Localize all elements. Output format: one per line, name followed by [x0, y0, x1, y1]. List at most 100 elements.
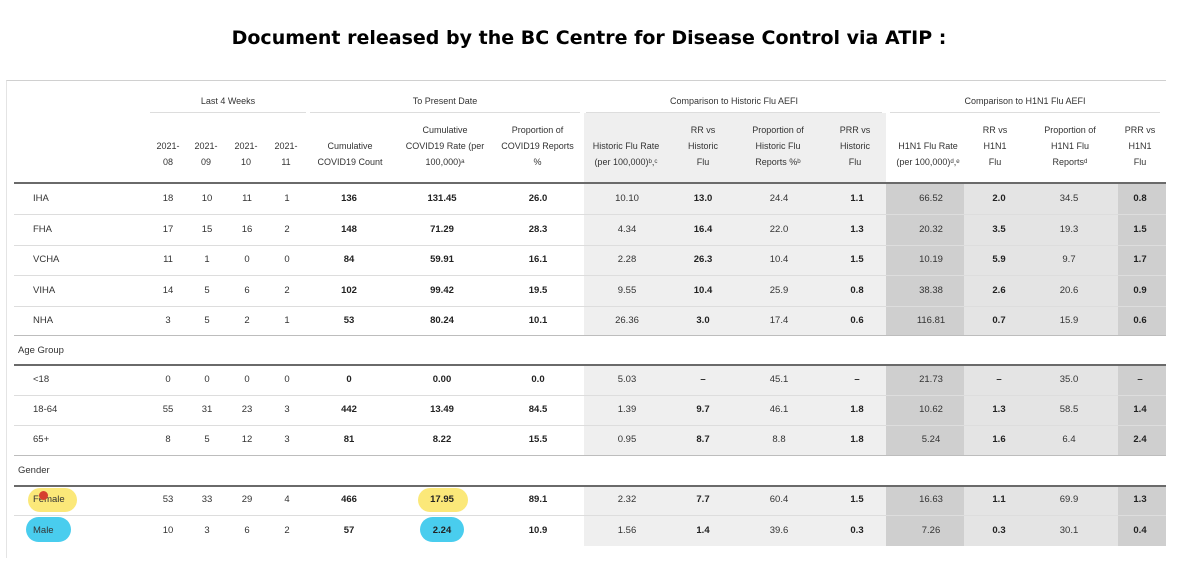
table-cell: 0 [346, 374, 352, 385]
table-cell: 23 [241, 404, 253, 415]
table-cell: 22.0 [769, 223, 789, 235]
section-rule [14, 485, 1166, 487]
historic-flu-shade [584, 113, 886, 335]
table-cell: 7.26 [921, 524, 941, 536]
table-cell: 2 [284, 223, 290, 235]
table-cell: 5.24 [921, 434, 941, 445]
row-rule [14, 244, 1166, 246]
table-cell: 3.0 [696, 315, 710, 326]
table-cell: 0.95 [617, 434, 637, 445]
h1n1-prr-shade [1118, 486, 1166, 546]
col-header: H1N1 Flu Rate (per 100,000)ᵈ,ᵉ [896, 141, 960, 167]
table-cell: 1.3 [850, 223, 864, 235]
row-rule [14, 214, 1166, 215]
group-header-historic: Comparison to Historic Flu AEFI [669, 96, 799, 106]
h1n1-rate-shade [886, 365, 964, 455]
table-cell: 13.0 [693, 193, 713, 204]
h1n1-prr-shade [1118, 183, 1166, 335]
table-cell: 2 [244, 315, 250, 326]
table-cell: 2.32 [617, 494, 637, 505]
highlight-female-rate [418, 488, 468, 512]
table-cell: 45.1 [769, 374, 789, 385]
table-cell: 0.6 [1133, 315, 1147, 326]
table-cell: 0.3 [992, 524, 1006, 536]
table-cell: 8.22 [432, 434, 452, 445]
table-cell: 60.4 [769, 494, 789, 505]
h1n1-rate-shade [886, 183, 964, 335]
table-cell: 6.4 [1062, 434, 1076, 445]
row-rule [14, 305, 1166, 307]
table-cell: 80.24 [430, 315, 454, 326]
table-cell: 1.4 [696, 524, 710, 536]
table-cell: 1 [204, 254, 210, 265]
table-cell: 2.6 [992, 284, 1006, 296]
table-cell: 1.1 [992, 494, 1006, 505]
table-cell: 5.03 [617, 374, 637, 385]
table-cell: 3 [165, 315, 171, 326]
col-header: Proportion of H1N1 Flu Reportsᵈ [1044, 125, 1096, 167]
table-cell: 58.5 [1059, 404, 1079, 415]
table-cell: 81 [343, 434, 355, 445]
table-cell: 131.45 [427, 193, 457, 204]
col-header: 2021- 10 [234, 141, 258, 167]
col-header: RR vs Historic Flu [687, 125, 718, 167]
table-cell: 53 [162, 494, 174, 505]
table-cell: 3 [204, 524, 210, 536]
row-label: NHA [33, 315, 54, 326]
table-cell: 14 [162, 284, 174, 296]
table-cell: 6 [244, 524, 250, 536]
section-rule [14, 455, 1166, 456]
table-cell: 0 [244, 254, 250, 265]
group-underline [586, 112, 882, 113]
table-cell: 8 [165, 434, 171, 445]
col-header: PRR vs Historic Flu [839, 125, 871, 167]
table-cell: 6 [244, 284, 250, 296]
table-cell: 1.3 [1133, 494, 1147, 505]
table-cell: 8.7 [696, 434, 710, 445]
group-underline [150, 112, 306, 113]
table-cell: 0.00 [432, 374, 452, 385]
h1n1-rate-shade [886, 486, 964, 546]
table-cell: 19.5 [528, 284, 548, 296]
table-cell: 0.3 [850, 524, 864, 536]
page-title: Document released by the BC Centre for D… [231, 27, 947, 49]
col-header: 2021- 08 [156, 141, 180, 167]
table-cell: 17.4 [769, 315, 789, 326]
table-cell: 10 [162, 524, 174, 536]
row-rule [14, 515, 1166, 516]
section-gender: Gender [18, 465, 50, 476]
table-cell: 69.9 [1059, 494, 1079, 505]
table-cell: 26.36 [615, 315, 639, 326]
table-cell: 15.9 [1059, 315, 1079, 326]
group-header-last4weeks: Last 4 Weeks [200, 96, 256, 106]
h1n1-prr-shade [1118, 365, 1166, 455]
table-cell: 1 [284, 193, 290, 204]
table-cell: 9.7 [1062, 254, 1076, 265]
row-label: VCHA [33, 254, 60, 265]
table-cell: 1.56 [617, 524, 637, 536]
table-cell: 17.95 [430, 494, 454, 505]
table-cell: 11 [242, 193, 252, 204]
table-cell: 0 [284, 254, 290, 265]
table-cell: 2 [284, 524, 290, 536]
table-cell: 10 [201, 193, 213, 204]
table-cell: 0.8 [850, 284, 864, 296]
table-cell: 30.1 [1059, 524, 1079, 536]
table-cell: 5 [204, 434, 210, 445]
table-cell: 0.7 [992, 315, 1006, 326]
table-cell: 3 [284, 404, 290, 415]
table-cell: 5 [204, 315, 210, 326]
group-underline [890, 112, 1160, 113]
table-cell: 466 [341, 494, 357, 505]
row-label: 18-64 [33, 404, 58, 415]
table-cell: 16 [241, 223, 253, 235]
table-cell: 136 [341, 193, 357, 204]
table-cell: 53 [343, 315, 355, 326]
table-cell: 18 [162, 193, 174, 204]
table-cell: 20.6 [1059, 284, 1079, 296]
col-header: Proportion of Historic Flu Reports %ᵇ [752, 125, 804, 167]
table-cell: 15.5 [528, 434, 548, 445]
table-cell: 10.4 [693, 284, 713, 296]
table-cell: 26.3 [693, 254, 713, 265]
col-header: Cumulative COVID19 Rate (per 100,000)ᵃ [405, 125, 485, 167]
